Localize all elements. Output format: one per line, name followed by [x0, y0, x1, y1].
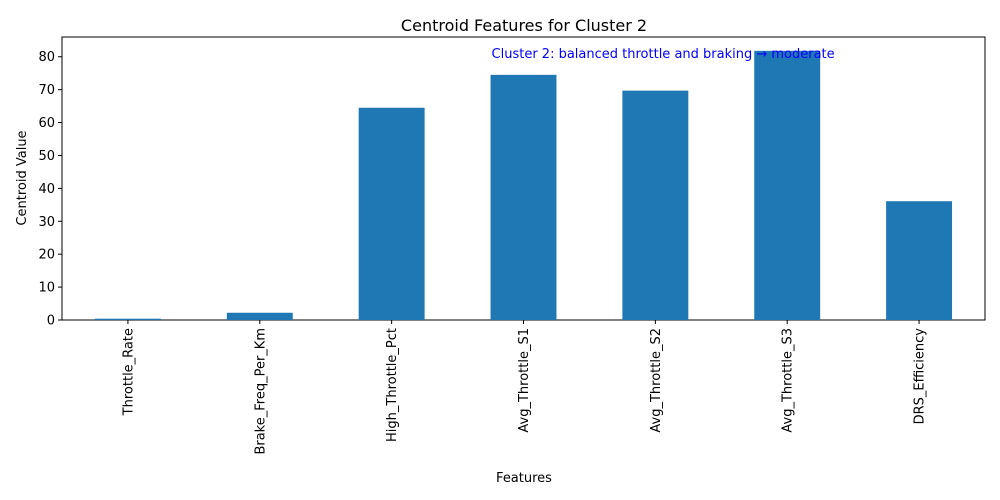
- cluster-annotation: Cluster 2: balanced throttle and braking…: [492, 47, 835, 62]
- bar-high-throttle-pct: [358, 107, 425, 320]
- y-tick-label: 20: [38, 248, 55, 263]
- bar-avg-throttle-s3: [754, 50, 821, 321]
- y-tick-label: 30: [38, 215, 55, 230]
- x-tick-label: Avg_Throttle_S2: [649, 328, 664, 433]
- bar-avg-throttle-s1: [490, 74, 557, 321]
- y-tick-label: 80: [38, 50, 55, 65]
- bars: [94, 50, 953, 321]
- chart-title: Centroid Features for Cluster 2: [401, 16, 647, 35]
- x-tick-label: High_Throttle_Pct: [385, 328, 400, 442]
- bar-brake-freq-per-km: [226, 312, 293, 320]
- x-tick-label: DRS_Efficiency: [913, 328, 928, 425]
- x-axis-label: Features: [496, 471, 552, 486]
- x-tick-label: Avg_Throttle_S1: [517, 328, 532, 433]
- y-tick-label: 40: [38, 182, 55, 197]
- y-tick-label: 0: [47, 314, 55, 329]
- x-tick-label: Brake_Freq_Per_Km: [253, 328, 268, 455]
- y-tick-label: 70: [38, 83, 55, 98]
- x-tick-label: Avg_Throttle_S3: [781, 328, 796, 433]
- y-axis-ticks: 0 10 20 30 40 50 60 70 80: [38, 50, 62, 329]
- x-axis-ticks: Throttle_Rate Brake_Freq_Per_Km High_Throt…: [121, 320, 928, 455]
- y-tick-label: 10: [38, 281, 55, 296]
- bar-avg-throttle-s2: [622, 90, 689, 321]
- y-axis-label: Centroid Value: [15, 130, 30, 225]
- bar-throttle-rate: [94, 318, 161, 320]
- bar-drs-efficiency: [886, 201, 953, 320]
- y-tick-label: 60: [38, 116, 55, 131]
- y-tick-label: 50: [38, 149, 55, 164]
- x-tick-label: Throttle_Rate: [121, 328, 136, 416]
